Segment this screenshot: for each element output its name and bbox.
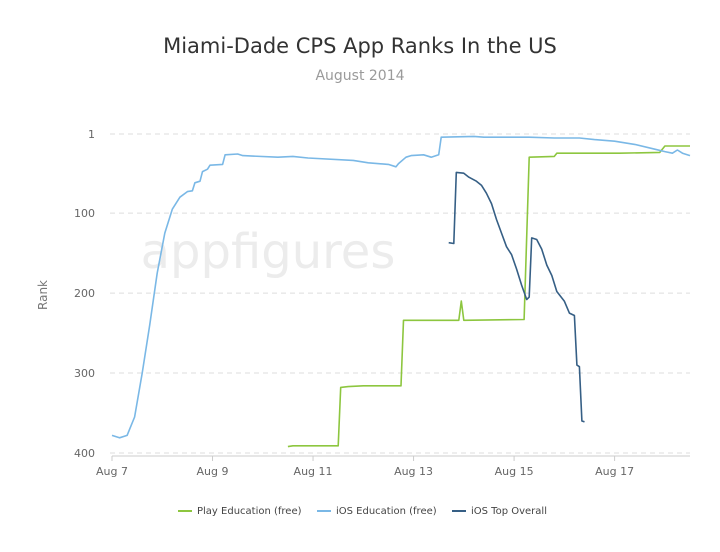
series-line-2 — [111, 135, 691, 439]
legend-label: iOS Education (free) — [336, 506, 437, 517]
y-tick-label: 200 — [74, 287, 95, 300]
legend-label: iOS Top Overall — [471, 506, 547, 517]
y-tick-label: 400 — [74, 447, 95, 460]
chart-subtitle: August 2014 — [315, 68, 404, 84]
legend: Play Education (free) iOS Education (free… — [178, 506, 547, 517]
series-lines — [111, 135, 691, 448]
x-tick-label: Aug 13 — [394, 465, 433, 478]
series-line-3 — [448, 171, 585, 423]
x-tick-label: Aug 11 — [294, 465, 333, 478]
watermark-logo: appfigures — [141, 224, 396, 280]
series-line-1 — [287, 145, 690, 448]
x-tick-label: Aug 15 — [495, 465, 534, 478]
x-tick-label: Aug 7 — [96, 465, 128, 478]
y-tick-label: 1 — [88, 128, 95, 141]
y-axis-title: Rank — [36, 280, 50, 310]
x-tick-label: Aug 9 — [197, 465, 229, 478]
legend-label: Play Education (free) — [197, 506, 302, 517]
grid — [110, 133, 690, 454]
x-tick-label: Aug 17 — [595, 465, 634, 478]
y-axis: 1 100 200 300 400 — [74, 128, 95, 460]
y-tick-label: 300 — [74, 367, 95, 380]
x-axis: Aug 7 Aug 9 Aug 11 Aug 13 Aug 15 Aug 17 — [96, 455, 690, 478]
y-tick-label: 100 — [74, 207, 95, 220]
chart-title: Miami-Dade CPS App Ranks In the US — [163, 34, 557, 58]
